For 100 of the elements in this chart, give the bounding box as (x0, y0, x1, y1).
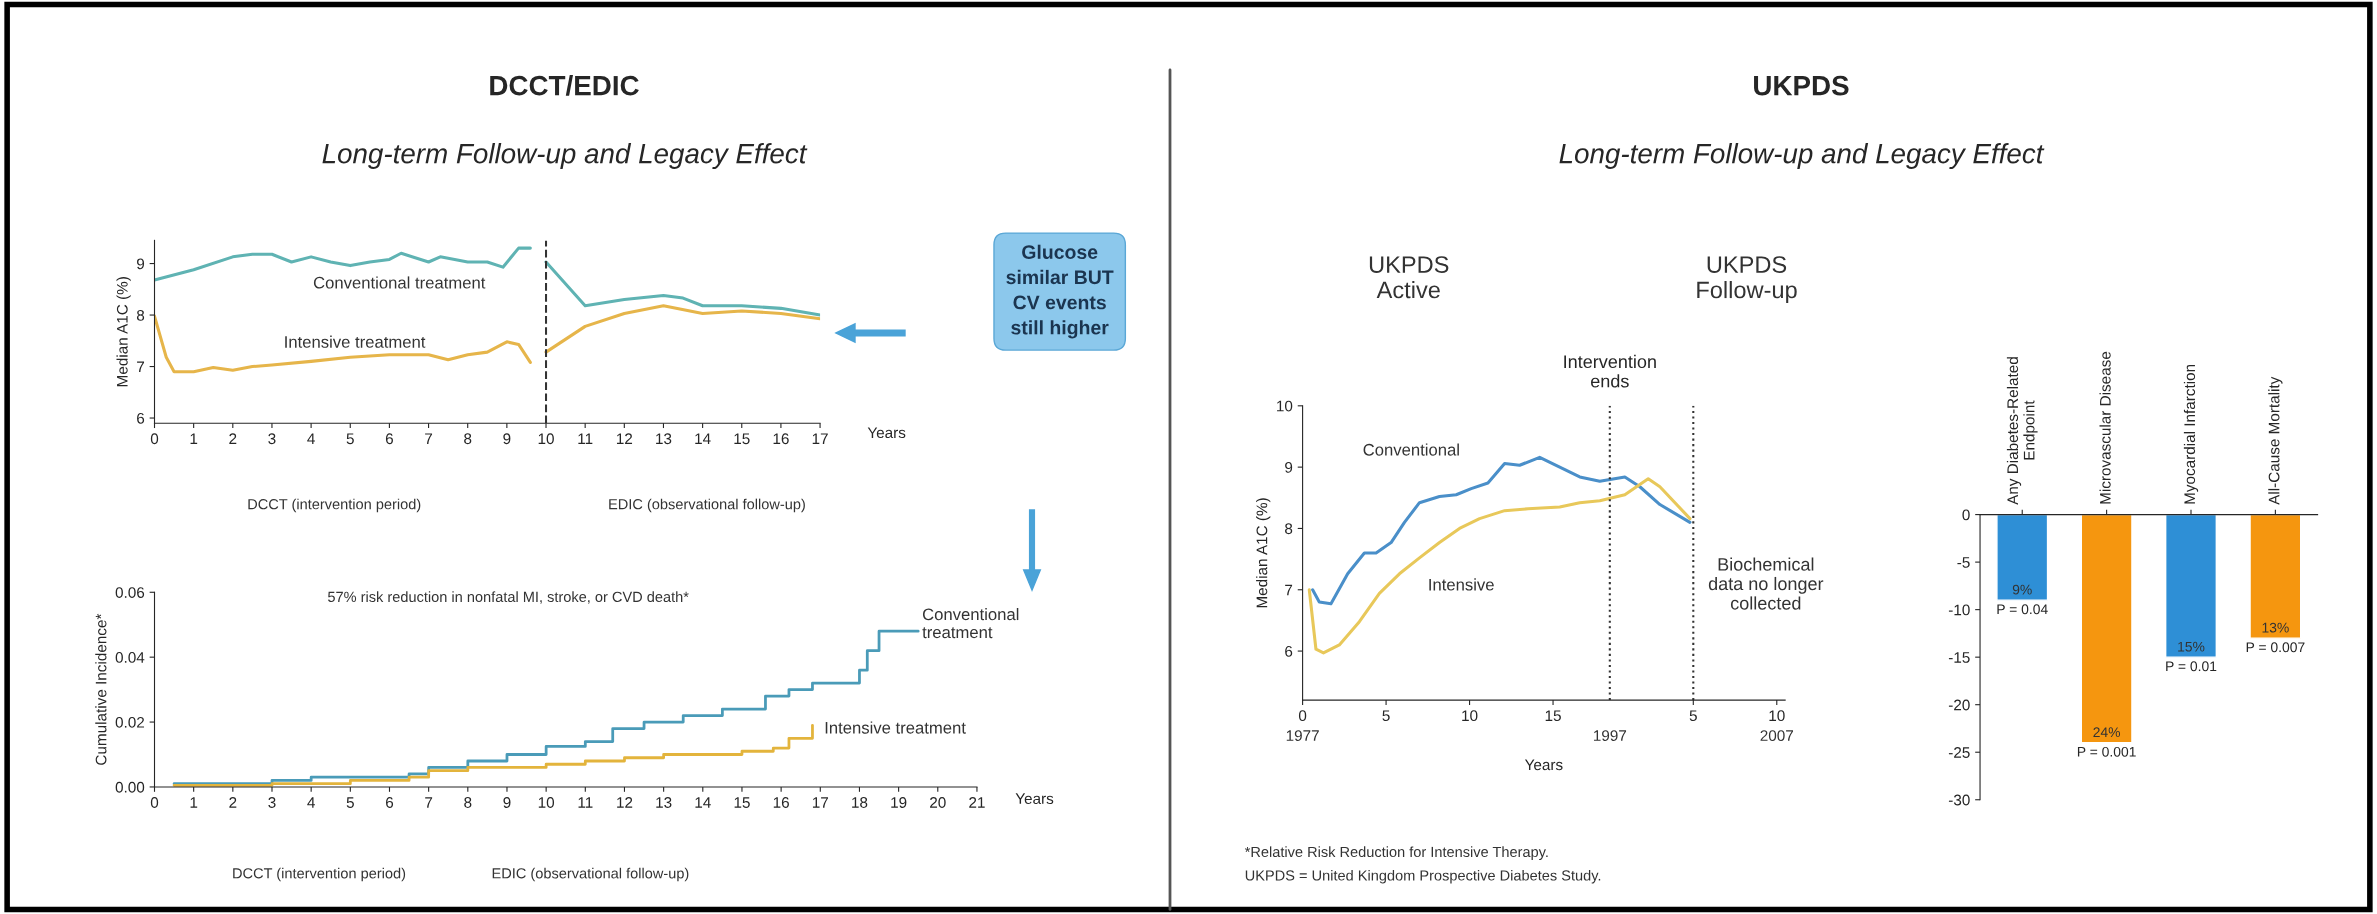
x-axis-title: Years (1015, 793, 1054, 805)
x-tick-label: 0 (150, 797, 159, 808)
x-tick-label: 1 (190, 797, 198, 808)
series-label: Intensive treatment (825, 721, 966, 734)
x-tick-label: 16 (773, 433, 789, 445)
line-series (1307, 477, 1692, 655)
annotation: P = 0.01 (2166, 661, 2217, 672)
x-tick-label: 5 (346, 797, 354, 808)
series-label: Conventional treatment (922, 607, 1019, 639)
x-tick-label: 20 (930, 797, 946, 808)
chart-title: UKPDS (1754, 75, 1849, 96)
x-tick-label: 15 (1545, 710, 1561, 722)
y-tick-label: 7 (1285, 584, 1293, 596)
x-tick-label: 11 (578, 797, 593, 808)
x-tick-label: 8 (464, 433, 472, 445)
y-tick-label: 9 (137, 258, 145, 270)
x-tick-label: 4 (307, 433, 315, 444)
y-tick-label: 0.04 (115, 652, 145, 663)
x-tick-label: 13 (656, 433, 672, 445)
annotation: P = 0.001 (2077, 746, 2136, 757)
chart-title: DCCT/EDIC (490, 75, 639, 96)
x-tick-label: 6 (386, 797, 394, 808)
y-tick-label: 9 (1285, 462, 1293, 473)
x-tick-label: 8 (464, 797, 472, 808)
x-tick-label: All-Cause Mortality (2268, 376, 2283, 505)
x-tick-label: 14 (695, 433, 711, 444)
y-tick-label: 0.00 (115, 781, 145, 793)
y-tick-label: 6 (137, 412, 145, 424)
y-axis-title: Cumulative Incidence* (95, 613, 107, 765)
x-tick-label: 3 (268, 797, 276, 808)
x-tick-label: 15 (734, 433, 750, 445)
x-tick-label: 17 (812, 797, 829, 808)
x-tick-label: 21 (969, 797, 985, 808)
x-tick-label: 4 (307, 797, 315, 808)
x-tick-label: Microvascular Disease (2099, 351, 2111, 504)
text: DCCT (intervention period) (233, 867, 406, 882)
annotation: 9% (2012, 584, 2032, 595)
x-axis-title: Years (867, 427, 906, 439)
x-tick-label: 15 (734, 797, 750, 808)
x-tick-label: 7 (425, 797, 433, 808)
text: Active (1376, 280, 1440, 299)
y-tick-label: -30 (1948, 794, 1970, 806)
x-tick-label: 10 (1462, 710, 1478, 722)
text: EDIC (observational follow-up) (492, 867, 689, 882)
chart-subtitle: Long-term Follow-up and Legacy Effect (1559, 143, 2045, 169)
y-tick-label: 0.06 (115, 587, 145, 598)
x-tick-label: 0 (150, 433, 159, 445)
x-axis-title: Years (1524, 759, 1563, 771)
x-tick-label: 9 (503, 433, 511, 445)
x-tick-label: 6 (385, 433, 393, 445)
x-tick-label: 12 (616, 433, 633, 444)
line-series (1311, 455, 1692, 606)
x-tick-label: 10 (538, 797, 555, 808)
y-tick-label: 0.02 (115, 716, 145, 728)
x-tick-label: 14 (695, 797, 711, 808)
x-tick-label: 18 (852, 797, 868, 808)
series-label: Intensive treatment (285, 335, 426, 348)
x-tick-label: 0 (1298, 710, 1307, 722)
annotation: 24% (2093, 727, 2121, 738)
x-tick-label: Myocardial Infarction (2183, 364, 2199, 504)
x-tick-label: Any Diabetes-Related Endpoint (2006, 357, 2038, 505)
x-tick-label: 2 (229, 797, 237, 808)
annotation: Biochemical data no longer collected (1708, 557, 1824, 610)
y-tick-label: 10 (1277, 400, 1293, 412)
x-tick-label: 1 (190, 433, 198, 444)
x-tick-label: 17 (812, 433, 828, 444)
text: 2007 (1760, 730, 1794, 742)
annotation: 13% (2262, 622, 2289, 633)
text: UKPDS = United Kingdom Prospective Diabetes Study. (1245, 869, 1601, 884)
x-tick-label: 13 (656, 797, 672, 808)
x-tick-label: 5 (1382, 710, 1390, 722)
text: *Relative Risk Reduction for Intensive Therapy. (1244, 846, 1548, 860)
x-tick-label: 10 (538, 433, 554, 445)
x-tick-label: 5 (346, 433, 354, 445)
x-tick-label: 9 (503, 797, 511, 808)
chart-subtitle: Long-term Follow-up and Legacy Effect (322, 143, 808, 169)
x-tick-label: 3 (268, 433, 276, 445)
text: Conventional (1363, 443, 1459, 456)
y-tick-label: -25 (1948, 747, 1970, 758)
text: 1997 (1593, 730, 1627, 742)
text: DCCT (intervention period) (248, 498, 421, 513)
x-tick-label: 16 (773, 797, 789, 808)
annotation: P = 0.04 (1997, 604, 2048, 615)
text: EDIC (observational follow-up) (609, 498, 805, 513)
annotation: 15% (2178, 641, 2205, 652)
ref-line-label: Intervention ends (1564, 354, 1656, 388)
y-tick-label: -10 (1948, 604, 1970, 616)
y-tick-label: -15 (1948, 652, 1970, 663)
x-tick-label: 2 (229, 433, 237, 444)
chart-title: UKPDS (1369, 256, 1449, 273)
x-tick-label: 12 (617, 797, 633, 808)
annotation: 57% risk reduction in nonfatal MI, stroke, or CVD death* (327, 591, 689, 604)
series-label: Conventional treatment (313, 276, 486, 289)
y-tick-label: 8 (136, 309, 145, 321)
text: 1977 (1286, 730, 1319, 742)
y-tick-label: 6 (1285, 645, 1293, 657)
y-tick-label: -20 (1948, 699, 1970, 711)
text: UKPDS Follow-up (1697, 256, 1797, 303)
annotation: P = 0.007 (2246, 642, 2305, 653)
x-tick-label: 11 (578, 433, 593, 444)
